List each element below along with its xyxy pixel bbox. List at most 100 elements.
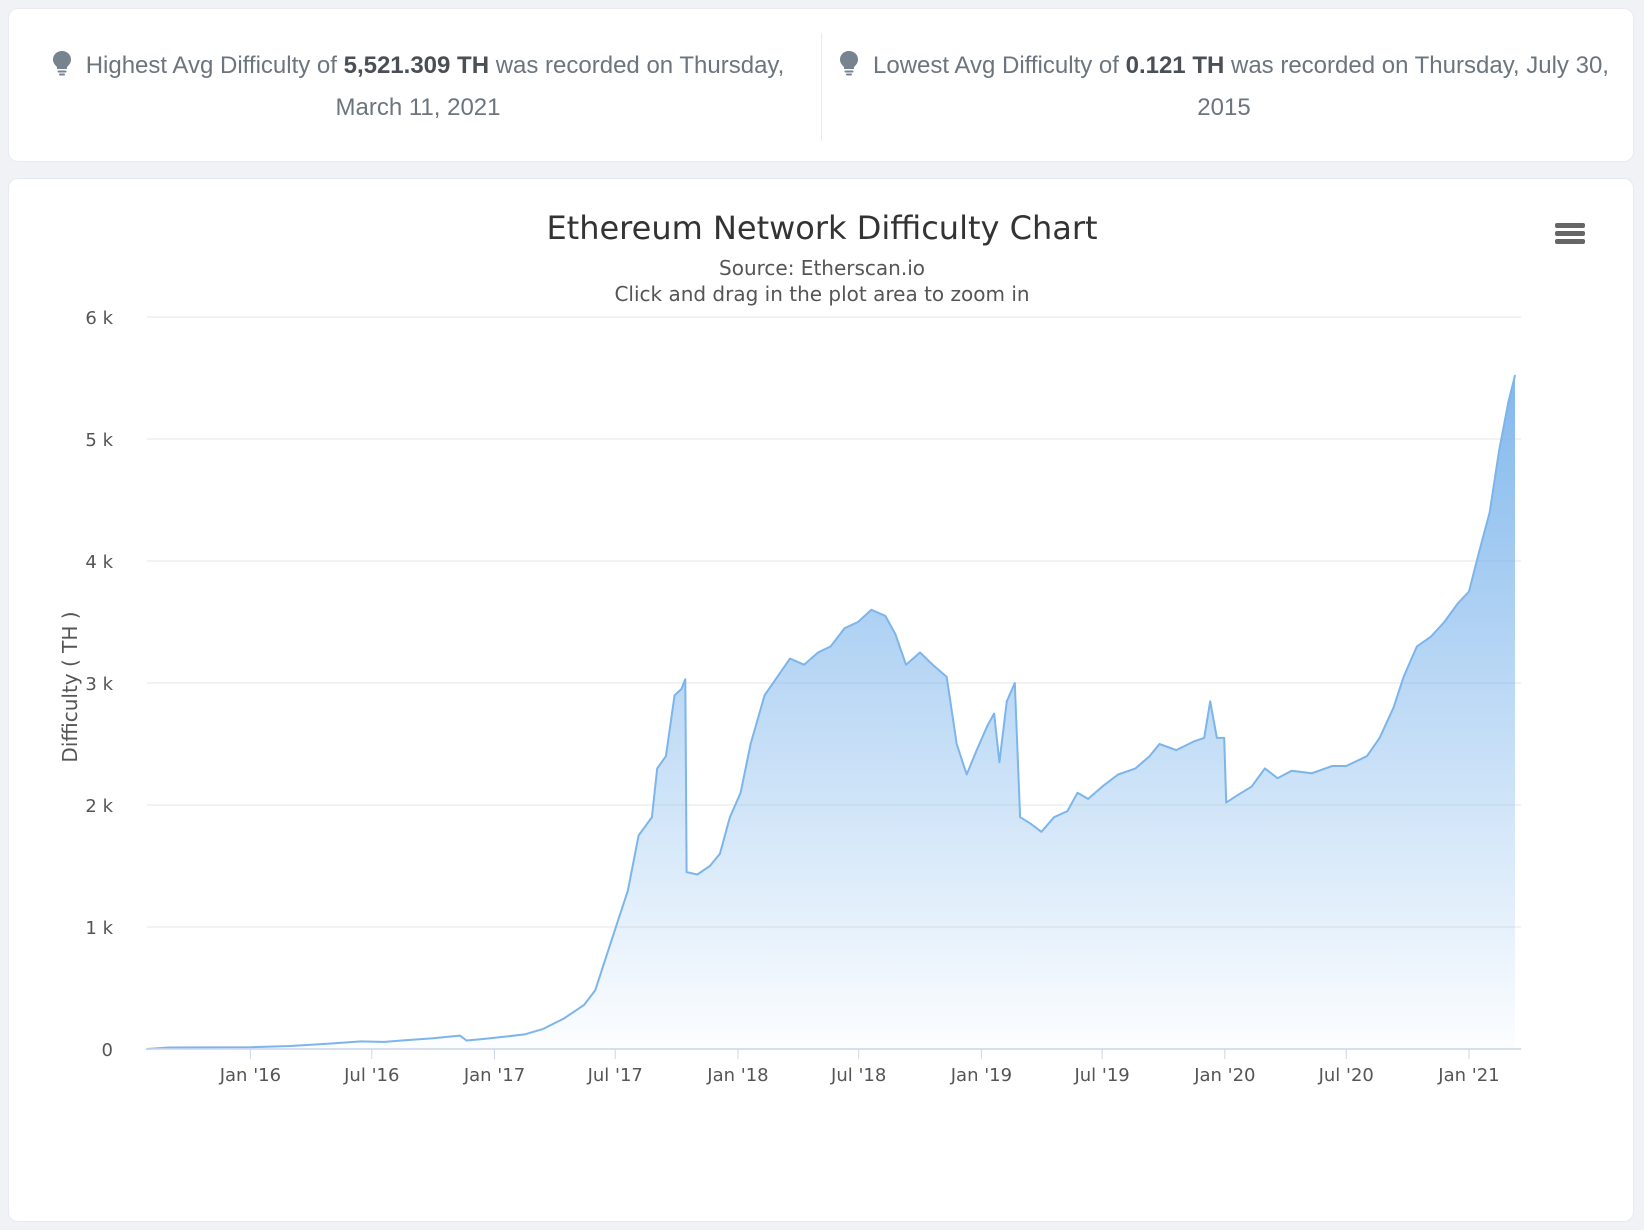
chart-title: Ethereum Network Difficulty Chart (546, 209, 1097, 247)
data-point (1392, 706, 1395, 709)
menu-icon-bar (1555, 223, 1585, 228)
data-point (1148, 755, 1151, 757)
data-point (1158, 743, 1161, 745)
y-tick-label: 2 k (85, 796, 113, 817)
data-point (709, 865, 711, 867)
y-tick-label: 6 k (85, 308, 113, 329)
data-point (459, 1034, 461, 1037)
y-axis-label: Difficulty ( TH ) (58, 611, 82, 762)
y-tick-label: 3 k (85, 674, 113, 695)
data-point (523, 1033, 526, 1036)
data-point (680, 688, 683, 690)
data-point (684, 678, 687, 681)
data-point (1006, 700, 1008, 703)
lowest-stat-suffix: was recorded on Thursday, July 30, 2015 (1197, 52, 1609, 121)
data-point (168, 1046, 170, 1049)
data-point (1223, 737, 1225, 739)
data-point (955, 743, 958, 745)
data-point (884, 615, 887, 617)
data-point (1203, 737, 1205, 739)
data-point (1507, 401, 1510, 404)
data-point (749, 743, 752, 745)
x-tick-label: Jul '19 (1073, 1065, 1129, 1086)
data-point (607, 950, 609, 953)
lightbulb-icon (840, 51, 859, 76)
data-point (1175, 749, 1177, 751)
data-point (905, 663, 907, 666)
data-point (208, 1046, 211, 1049)
data-point (1216, 737, 1218, 739)
data-point (1101, 785, 1103, 788)
data-point (931, 663, 934, 666)
data-point (685, 871, 688, 873)
data-point (617, 920, 619, 922)
data-point (1378, 737, 1381, 739)
menu-icon-bar (1555, 239, 1585, 244)
data-point (1209, 700, 1211, 703)
data-point (739, 792, 742, 794)
stats-card: Highest Avg Difficulty of 5,521.309 TH w… (8, 8, 1634, 162)
highest-stat-prefix: Highest Avg Difficulty of (85, 52, 344, 79)
data-point (975, 749, 978, 751)
data-point (993, 712, 995, 715)
data-point (360, 1040, 362, 1043)
data-point (998, 761, 1001, 764)
data-point (843, 627, 846, 629)
data-point (894, 633, 897, 635)
y-tick-label: 5 k (85, 430, 113, 451)
data-point (1276, 777, 1279, 779)
chart-card: Ethereum Network Difficulty Chart Source… (8, 178, 1634, 1222)
x-tick-label: Jul '17 (587, 1065, 643, 1086)
data-point (803, 663, 805, 666)
data-point (829, 645, 832, 648)
data-point (1236, 794, 1239, 796)
lowest-stat-value: 0.121 TH (1125, 52, 1225, 79)
data-point (1014, 682, 1016, 684)
data-point (1290, 770, 1293, 772)
data-point (542, 1028, 544, 1030)
data-point (627, 889, 629, 892)
x-tick-label: Jan '18 (706, 1065, 768, 1086)
x-tick-label: Jan '20 (1193, 1065, 1255, 1086)
data-point (583, 1004, 585, 1006)
data-point (1134, 767, 1137, 770)
y-tick-label: 4 k (85, 552, 113, 573)
data-point (1430, 635, 1432, 638)
data-point (696, 873, 699, 876)
data-point (1029, 822, 1031, 825)
chart-menu-button[interactable] (1549, 215, 1593, 251)
data-point (1076, 792, 1079, 794)
data-point (673, 694, 676, 696)
data-point (1250, 785, 1253, 788)
data-point (1402, 676, 1405, 678)
x-tick-label: Jan '16 (219, 1065, 281, 1086)
y-axis: 0 1 k 2 k 3 k 4 k 5 k 6 k (85, 308, 113, 1061)
data-point (1192, 740, 1195, 743)
data-point (1225, 801, 1227, 804)
data-point (1443, 621, 1446, 623)
highest-difficulty-stat: Highest Avg Difficulty of 5,521.309 TH w… (23, 45, 813, 129)
data-point (776, 676, 779, 678)
data-point (1345, 765, 1347, 767)
data-point (482, 1038, 485, 1040)
menu-icon-bar (1555, 231, 1585, 236)
data-point (383, 1041, 386, 1043)
data-point (1117, 773, 1119, 776)
data-point (1331, 765, 1333, 767)
data-point (401, 1039, 403, 1042)
y-tick-label: 1 k (85, 918, 113, 939)
data-point (857, 621, 859, 623)
lightbulb-icon (52, 51, 71, 76)
data-point (789, 657, 791, 660)
difficulty-chart[interactable]: Ethereum Network Difficulty Chart Source… (9, 179, 1635, 1223)
data-point (289, 1045, 292, 1047)
lowest-stat-prefix: Lowest Avg Difficulty of (873, 52, 1126, 79)
lowest-difficulty-stat: Lowest Avg Difficulty of 0.121 TH was re… (829, 45, 1619, 129)
plot-area[interactable] (146, 374, 1516, 1050)
x-tick-label: Jul '20 (1318, 1065, 1374, 1086)
data-point (1310, 772, 1313, 775)
data-point (665, 755, 667, 757)
y-tick-label: 0 (102, 1040, 113, 1061)
series-area-fill (147, 375, 1515, 1049)
x-axis: Jan '16 Jul '16 Jan '17 Jul '17 Jan '18 Jul '… (147, 1048, 1521, 1086)
